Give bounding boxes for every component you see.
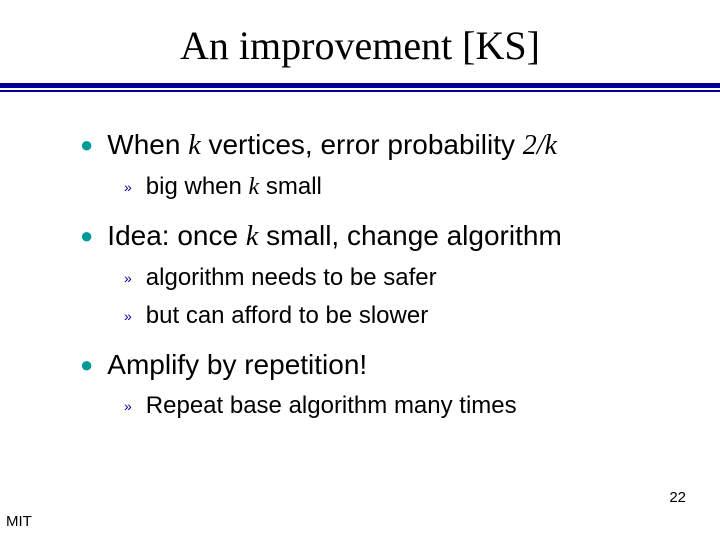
- slide-title: An improvement [KS]: [0, 22, 720, 69]
- bullet-icon: ●: [80, 219, 93, 253]
- bullet-icon: ●: [80, 348, 93, 382]
- plain-text: When: [107, 129, 188, 160]
- sub-bullet-icon: »: [124, 392, 132, 420]
- italic-text: k: [249, 174, 260, 200]
- page-number: 22: [669, 489, 686, 506]
- sub-bullet-item: » but can afford to be slower: [124, 302, 670, 330]
- italic-text: k: [188, 130, 200, 161]
- sub-bullet-item: » algorithm needs to be safer: [124, 264, 670, 292]
- sub-bullet-icon: »: [124, 264, 132, 292]
- plain-text: vertices, error probability: [201, 129, 523, 160]
- bullet-text: When k vertices, error probability 2/k: [107, 128, 557, 163]
- plain-text: Idea: once: [107, 220, 246, 251]
- plain-text: Repeat base algorithm many times: [146, 392, 517, 419]
- plain-text: Amplify by repetition!: [107, 349, 367, 380]
- slide: An improvement [KS] ● When k vertices, er…: [0, 0, 720, 540]
- sub-bullet-text: Repeat base algorithm many times: [146, 392, 517, 420]
- title-area: An improvement [KS]: [0, 0, 720, 69]
- sub-bullet-icon: »: [124, 302, 132, 330]
- slide-body: ● When k vertices, error probability 2/k »…: [0, 92, 720, 420]
- sub-bullet-text: algorithm needs to be safer: [146, 264, 437, 292]
- sub-bullet-item: » big when k small: [124, 173, 670, 201]
- sub-bullet-text: but can afford to be slower: [146, 302, 428, 330]
- bullet-text: Idea: once k small, change algorithm: [107, 219, 561, 254]
- bullet-text: Amplify by repetition!: [107, 348, 367, 382]
- plain-text: but can afford to be slower: [146, 302, 428, 329]
- title-rule-thick: [0, 83, 720, 88]
- sub-bullet-text: big when k small: [146, 173, 322, 201]
- sub-bullet-icon: »: [124, 173, 132, 201]
- plain-text: small: [259, 173, 322, 200]
- bullet-item: ● Idea: once k small, change algorithm: [80, 219, 670, 254]
- plain-text: big when: [146, 173, 249, 200]
- bullet-item: ● Amplify by repetition!: [80, 348, 670, 382]
- plain-text: small, change algorithm: [258, 220, 561, 251]
- sub-bullet-item: » Repeat base algorithm many times: [124, 392, 670, 420]
- footer-org: MIT: [6, 513, 32, 530]
- bullet-icon: ●: [80, 128, 93, 162]
- italic-text: 2/k: [523, 130, 557, 161]
- title-rule: [0, 83, 720, 92]
- italic-text: k: [246, 221, 258, 252]
- bullet-item: ● When k vertices, error probability 2/k: [80, 128, 670, 163]
- plain-text: algorithm needs to be safer: [146, 264, 437, 291]
